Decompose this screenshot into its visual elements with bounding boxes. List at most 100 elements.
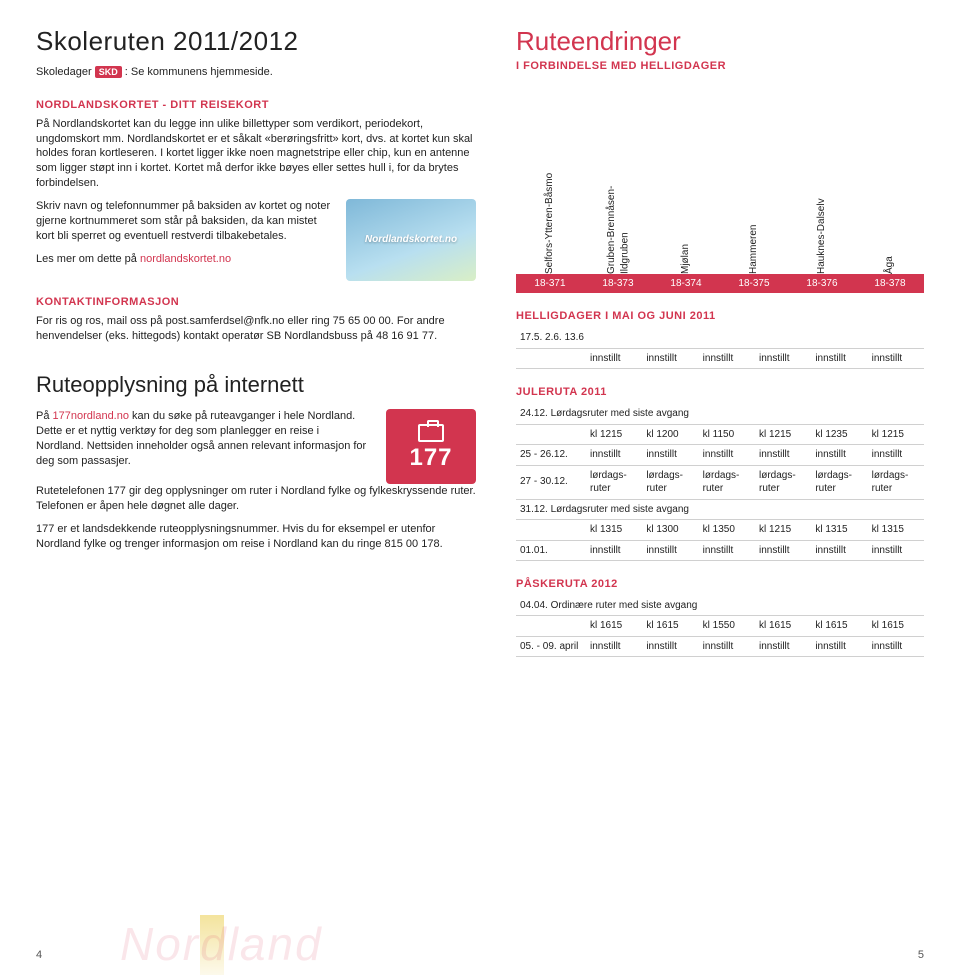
- cell: kl 1215: [755, 520, 811, 541]
- kontakt-para: For ris og ros, mail oss på post.samferd…: [36, 314, 476, 344]
- 177nordland-link[interactable]: 177nordland.no: [53, 410, 129, 422]
- cell: innstillt: [755, 636, 811, 657]
- cell: lørdags-ruter: [755, 465, 811, 499]
- route-num: 18-375: [720, 274, 788, 294]
- skoledager-line: Skoledager SKD : Se kommunens hjemmeside…: [36, 65, 476, 80]
- page-title-left: Skoleruten 2011/2012: [36, 24, 476, 59]
- nordlands-para1: På Nordlandskortet kan du legge inn ulik…: [36, 117, 476, 191]
- cell: kl 1235: [811, 424, 867, 445]
- route-label: Selfors-Ytteren-Båsmo: [543, 144, 557, 274]
- nordlands-link-pre: Les mer om dette på: [36, 253, 140, 265]
- route-num: 18-378: [856, 274, 924, 294]
- cell: innstillt: [755, 445, 811, 466]
- cell: innstillt: [586, 540, 642, 561]
- cell: innstillt: [755, 540, 811, 561]
- jule-head-row2: 31.12. Lørdagsruter med siste avgang: [516, 499, 924, 520]
- cell: innstillt: [642, 540, 698, 561]
- rute-para1: På 177nordland.no kan du søke på ruteavg…: [36, 409, 368, 468]
- cell: lørdags-ruter: [586, 465, 642, 499]
- cell: kl 1350: [699, 520, 755, 541]
- cell: innstillt: [699, 636, 755, 657]
- rute-para2: Rutetelefonen 177 gir deg opplysninger o…: [36, 484, 476, 514]
- cell: innstillt: [586, 348, 642, 369]
- hellig-dates: 17.5. 2.6. 13.6: [516, 328, 924, 348]
- cell: innstillt: [755, 348, 811, 369]
- cell: kl 1215: [868, 424, 924, 445]
- route-num: 18-371: [516, 274, 584, 294]
- cell: lørdags-ruter: [811, 465, 867, 499]
- routes-table: Selfors-Ytteren-Båsmo18-371 Gruben-Brenn…: [516, 144, 924, 294]
- page-footer: 4 5: [36, 948, 924, 963]
- route-label: Hauknes-Dalselv: [815, 144, 829, 274]
- helligdager-table: 17.5. 2.6. 13.6 innstillt innstillt inns…: [516, 328, 924, 369]
- helligdager-header: HELLIGDAGER I MAI OG JUNI 2011: [516, 309, 924, 324]
- pasketuta-header: PÅSKERUTA 2012: [516, 577, 924, 592]
- cell: [516, 520, 586, 541]
- route-label: Hammeren: [747, 144, 761, 274]
- cell: [516, 616, 586, 637]
- cell: innstillt: [811, 540, 867, 561]
- skoledager-rest: : Se kommunens hjemmeside.: [125, 66, 273, 78]
- row-label: 05. - 09. april: [516, 636, 586, 657]
- cell: lørdags-ruter: [642, 465, 698, 499]
- cell: kl 1315: [811, 520, 867, 541]
- kontakt-header: KONTAKTINFORMASJON: [36, 295, 476, 310]
- cell: innstillt: [868, 540, 924, 561]
- cell: kl 1615: [811, 616, 867, 637]
- row-label: 01.01.: [516, 540, 586, 561]
- cell: kl 1615: [586, 616, 642, 637]
- cell: innstillt: [699, 445, 755, 466]
- page-number-left: 4: [36, 948, 42, 963]
- nordlandskort-card-image: Nordlandskortet.no: [346, 199, 476, 281]
- logo-177-number: 177: [409, 446, 452, 470]
- cell: kl 1215: [586, 424, 642, 445]
- cell: innstillt: [868, 636, 924, 657]
- cell: kl 1215: [755, 424, 811, 445]
- paske-head-row: 04.04. Ordinære ruter med siste avgang: [516, 596, 924, 616]
- jule-head-row: 24.12. Lørdagsruter med siste avgang: [516, 404, 924, 424]
- logo-177: 177: [386, 409, 476, 484]
- cell: lørdags-ruter: [868, 465, 924, 499]
- cell: [516, 424, 586, 445]
- nordlandskort-header: NORDLANDSKORTET - DITT REISEKORT: [36, 98, 476, 113]
- cell: kl 1550: [699, 616, 755, 637]
- suitcase-icon: [418, 424, 444, 442]
- route-num: 18-374: [652, 274, 720, 294]
- cell: innstillt: [642, 348, 698, 369]
- route-label: Åga: [883, 144, 897, 274]
- pasketuta-table: 04.04. Ordinære ruter med siste avgang k…: [516, 596, 924, 658]
- page-number-right: 5: [918, 948, 924, 963]
- cell: kl 1300: [642, 520, 698, 541]
- cell: kl 1615: [755, 616, 811, 637]
- cell: innstillt: [699, 540, 755, 561]
- row-label: 25 - 26.12.: [516, 445, 586, 466]
- cell: innstillt: [811, 348, 867, 369]
- ruteopplysning-title: Ruteopplysning på internett: [36, 370, 476, 400]
- cell: innstillt: [642, 445, 698, 466]
- nordlands-link-line: Les mer om dette på nordlandskortet.no: [36, 252, 336, 267]
- cell: innstillt: [811, 636, 867, 657]
- watermark-text: Nordland: [120, 913, 323, 975]
- cell: kl 1615: [642, 616, 698, 637]
- cell: innstillt: [868, 445, 924, 466]
- juleruta-header: JULERUTA 2011: [516, 385, 924, 400]
- rute-para1-pre: På: [36, 410, 53, 422]
- nordlandskortet-link[interactable]: nordlandskortet.no: [140, 253, 231, 265]
- cell: innstillt: [642, 636, 698, 657]
- cell: innstillt: [586, 636, 642, 657]
- route-num: 18-376: [788, 274, 856, 294]
- route-label: Gruben-Brennåsen-Ildgruben: [605, 144, 632, 274]
- skd-badge: SKD: [95, 66, 122, 78]
- cell: innstillt: [699, 348, 755, 369]
- watermark-bar: [200, 915, 224, 975]
- cell: innstillt: [586, 445, 642, 466]
- right-subtitle: I FORBINDELSE MED HELLIGDAGER: [516, 59, 924, 74]
- cell: kl 1315: [868, 520, 924, 541]
- cell: kl 1315: [586, 520, 642, 541]
- page-title-right: Ruteendringer: [516, 24, 924, 59]
- row-label: 27 - 30.12.: [516, 465, 586, 499]
- skoledager-label: Skoledager: [36, 66, 92, 78]
- cell: innstillt: [868, 348, 924, 369]
- cell: kl 1150: [699, 424, 755, 445]
- cell: kl 1200: [642, 424, 698, 445]
